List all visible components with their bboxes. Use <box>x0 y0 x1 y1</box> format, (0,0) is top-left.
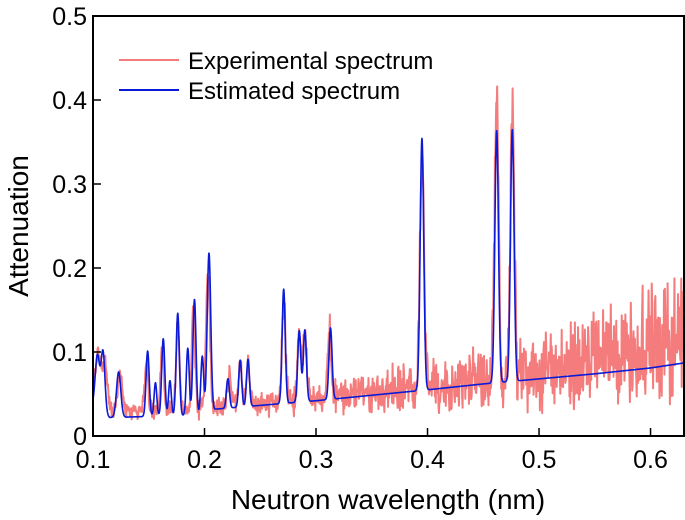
x-tick-label: 0.3 <box>299 446 334 474</box>
legend: Experimental spectrum Estimated spectrum <box>119 48 433 105</box>
legend-label-estimated: Estimated spectrum <box>188 78 400 105</box>
x-tick-label: 0.5 <box>522 446 557 474</box>
legend-label-experimental: Experimental spectrum <box>188 48 433 75</box>
ticks-layer: 0.1 0.2 0.3 0.4 0.5 0.600.10.20.30.40.5 <box>52 3 668 474</box>
plot-area-frame <box>92 15 685 437</box>
y-tick-label: 0.1 <box>52 339 87 367</box>
y-tick-label: 0.5 <box>52 3 87 31</box>
y-tick-label: 0 <box>73 423 87 451</box>
x-axis-title: Neutron wavelength (nm) <box>231 484 545 515</box>
series-line-estimated <box>93 128 684 419</box>
x-tick-label: 0.2 <box>187 446 222 474</box>
x-tick-label: 0.1 <box>76 446 111 474</box>
y-tick-label: 0.3 <box>52 171 87 199</box>
series-layer <box>93 85 684 421</box>
y-tick-label: 0.4 <box>52 87 87 115</box>
x-tick-label: 0.4 <box>410 446 445 474</box>
x-tick-label: 0.6 <box>633 446 668 474</box>
y-axis-title: Attenuation <box>3 155 34 297</box>
series-line-experimental <box>93 85 684 421</box>
y-tick-label: 0.2 <box>52 255 87 283</box>
